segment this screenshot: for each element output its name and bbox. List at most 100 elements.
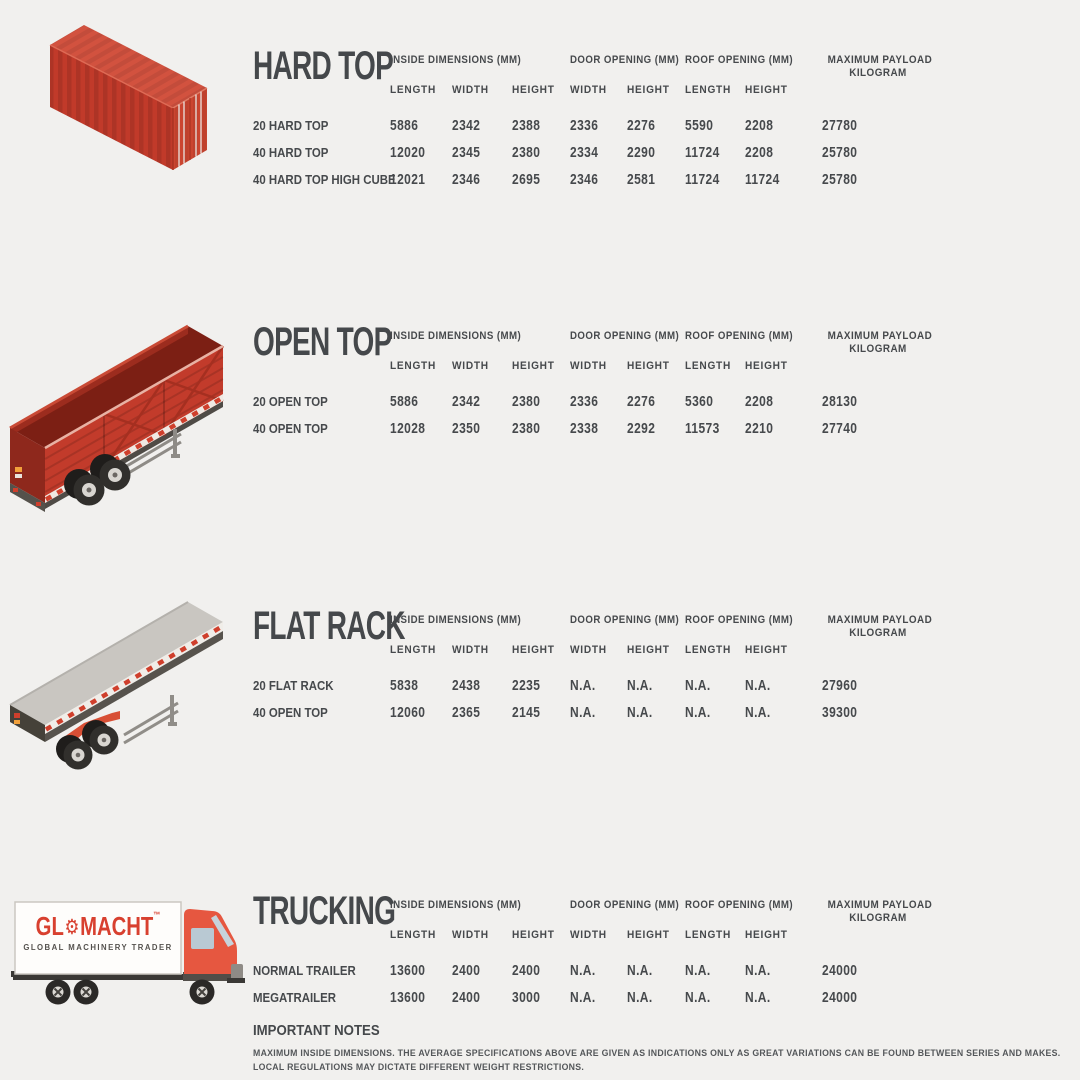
cell-value: 2400	[452, 988, 481, 1006]
cell-value: 27740	[822, 419, 858, 437]
cell-value: 2208	[745, 392, 774, 410]
cell-value: 39300	[822, 703, 858, 721]
group-header-row: INSIDE DIMENSIONS (MM) DOOR OPENING (MM)…	[253, 899, 953, 925]
cell-value: 5886	[390, 392, 419, 410]
cell-value: N.A.	[570, 988, 596, 1006]
table-row: 40 HARD TOP HIGH CUBE 12021 2346 2695 23…	[253, 166, 953, 193]
cell-value: N.A.	[570, 703, 596, 721]
table-row: 40 HARD TOP 12020 2345 2380 2334 2290 11…	[253, 139, 953, 166]
cell-value: 2400	[452, 961, 481, 979]
cell-value: 24000	[822, 961, 858, 979]
cell-value: 12060	[390, 703, 426, 721]
logo-macht-text: MACHT	[80, 911, 154, 941]
col-roof-length: LENGTH	[685, 84, 732, 96]
group-header-row: INSIDE DIMENSIONS (MM) DOOR OPENING (MM)…	[253, 614, 953, 640]
col-door-width: WIDTH	[570, 644, 607, 656]
logo-gl-text: GL	[35, 911, 64, 941]
col-group-door-opening: DOOR OPENING (MM)	[570, 54, 680, 66]
cell-value: 2346	[570, 170, 599, 188]
row-label: 40 HARD TOP	[253, 144, 329, 160]
col-group-max-payload: MAXIMUM PAYLOAD KILOGRAM	[827, 330, 933, 355]
cell-value: 2210	[745, 419, 774, 437]
cell-value: N.A.	[745, 676, 771, 694]
group-header-row: INSIDE DIMENSIONS (MM) DOOR OPENING (MM)…	[253, 54, 953, 80]
row-label: 20 HARD TOP	[253, 117, 329, 133]
cell-value: 12020	[390, 143, 426, 161]
col-roof-height: HEIGHT	[745, 644, 788, 656]
cell-value: 2334	[570, 143, 599, 161]
payload-unit: KILOGRAM	[849, 343, 907, 355]
table-row: 20 OPEN TOP 5886 2342 2380 2336 2276 536…	[253, 388, 953, 415]
col-length: LENGTH	[390, 84, 437, 96]
cell-value: 11573	[685, 419, 720, 437]
cell-value: 2338	[570, 419, 599, 437]
table-row: 40 OPEN TOP 12060 2365 2145 N.A. N.A. N.…	[253, 699, 953, 726]
cell-value: 2365	[452, 703, 481, 721]
cell-value: 2235	[512, 676, 541, 694]
cell-value: N.A.	[570, 961, 596, 979]
cell-value: 2336	[570, 116, 599, 134]
flat-rack-illustration	[0, 585, 255, 785]
hard-top-table: HARD TOP INSIDE DIMENSIONS (MM) DOOR OPE…	[253, 46, 953, 193]
cell-value: 2695	[512, 170, 541, 188]
cell-value: 2336	[570, 392, 599, 410]
col-length: LENGTH	[390, 644, 437, 656]
gear-icon: ⚙	[64, 916, 80, 939]
group-header-row: INSIDE DIMENSIONS (MM) DOOR OPENING (MM)…	[253, 330, 953, 356]
cell-value: N.A.	[627, 703, 653, 721]
cell-value: N.A.	[570, 676, 596, 694]
cell-value: 2290	[627, 143, 656, 161]
cell-value: 2145	[512, 703, 541, 721]
open-top-illustration	[5, 303, 255, 523]
col-group-inside-dimensions: INSIDE DIMENSIONS (MM)	[390, 899, 522, 911]
cell-value: 5360	[685, 392, 714, 410]
cell-value: 25780	[822, 170, 858, 188]
cell-value: N.A.	[627, 988, 653, 1006]
trucking-table: TRUCKING INSIDE DIMENSIONS (MM) DOOR OPE…	[253, 891, 953, 1011]
col-door-height: HEIGHT	[627, 929, 670, 941]
logo-wordmark: GL⚙MACHT™	[33, 910, 162, 941]
section-title: FLAT RACK	[253, 604, 406, 648]
sub-header-row: LENGTH WIDTH HEIGHT WIDTH HEIGHT LENGTH …	[253, 80, 953, 106]
cell-value: N.A.	[745, 961, 771, 979]
cell-value: 2380	[512, 392, 541, 410]
logo-trademark: ™	[153, 910, 161, 920]
flat-rack-trailer-graphic	[9, 601, 224, 770]
cell-value: N.A.	[685, 961, 711, 979]
note-line-1: MAXIMUM INSIDE DIMENSIONS. THE AVERAGE S…	[253, 1048, 1061, 1058]
cell-value: 2438	[452, 676, 481, 694]
table-row: MEGATRAILER 13600 2400 3000 N.A. N.A. N.…	[253, 984, 953, 1011]
section-title: OPEN TOP	[253, 320, 392, 364]
col-door-width: WIDTH	[570, 84, 607, 96]
row-label: 40 OPEN TOP	[253, 704, 328, 720]
cell-value: 2350	[452, 419, 481, 437]
col-roof-height: HEIGHT	[745, 929, 788, 941]
payload-unit: KILOGRAM	[849, 627, 907, 639]
cell-value: 12021	[390, 170, 426, 188]
row-label: 20 OPEN TOP	[253, 393, 328, 409]
col-door-width: WIDTH	[570, 360, 607, 372]
cell-value: 25780	[822, 143, 858, 161]
col-roof-length: LENGTH	[685, 360, 732, 372]
cell-value: 2380	[512, 143, 541, 161]
open-top-table: OPEN TOP INSIDE DIMENSIONS (MM) DOOR OPE…	[253, 322, 953, 442]
col-door-height: HEIGHT	[627, 84, 670, 96]
cell-value: 11724	[685, 170, 720, 188]
hard-top-illustration	[22, 20, 237, 200]
row-label: MEGATRAILER	[253, 989, 337, 1005]
cell-value: N.A.	[745, 703, 771, 721]
col-group-max-payload: MAXIMUM PAYLOAD KILOGRAM	[827, 899, 933, 924]
cell-value: 27960	[822, 676, 858, 694]
cell-value: N.A.	[685, 676, 711, 694]
cell-value: 13600	[390, 961, 426, 979]
row-label: 20 FLAT RACK	[253, 677, 334, 693]
table-row: NORMAL TRAILER 13600 2400 2400 N.A. N.A.…	[253, 957, 953, 984]
cell-value: 2346	[452, 170, 481, 188]
cell-value: 2388	[512, 116, 541, 134]
table-row: 20 HARD TOP 5886 2342 2388 2336 2276 559…	[253, 112, 953, 139]
payload-unit: KILOGRAM	[849, 67, 907, 79]
sub-header-row: LENGTH WIDTH HEIGHT WIDTH HEIGHT LENGTH …	[253, 356, 953, 382]
cell-value: 5886	[390, 116, 419, 134]
row-label: NORMAL TRAILER	[253, 962, 356, 978]
col-group-door-opening: DOOR OPENING (MM)	[570, 899, 680, 911]
